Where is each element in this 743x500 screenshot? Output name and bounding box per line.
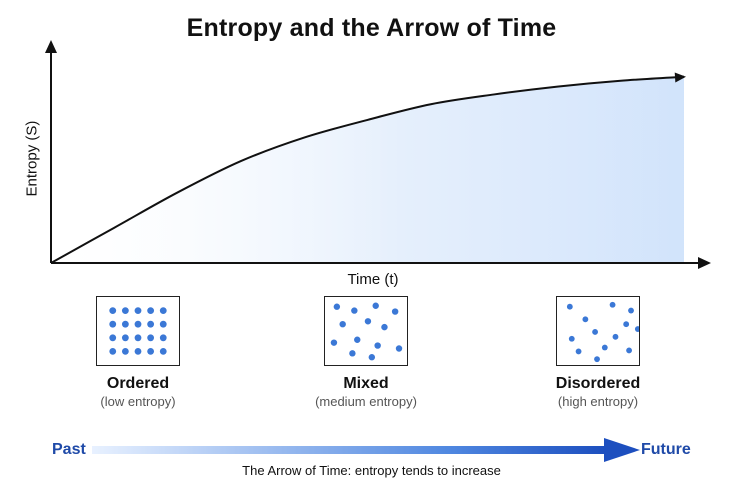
- mixed-particle: [333, 303, 341, 310]
- ordered-particle: [109, 334, 117, 342]
- ordered-particle: [121, 320, 129, 328]
- ordered-particle: [147, 334, 155, 342]
- mixed-particle: [381, 323, 388, 331]
- page-title: Entropy and the Arrow of Time: [186, 14, 557, 42]
- disordered-particle: [609, 301, 616, 308]
- mixed-state: Mixed (medium entropy): [286, 296, 446, 410]
- mixed-particle: [351, 307, 358, 314]
- ordered-particle: [159, 307, 167, 314]
- mixed-particle: [354, 336, 361, 343]
- mixed-particle: [395, 345, 403, 352]
- ordered-state: Ordered (low entropy): [58, 296, 218, 410]
- disordered-particle: [582, 316, 589, 323]
- mixed-particle: [339, 320, 346, 328]
- ordered-particles-box: [96, 296, 180, 366]
- ordered-particle: [159, 334, 167, 342]
- disordered-particle: [626, 347, 632, 354]
- disordered-particles: [566, 301, 639, 363]
- time-arrow: [92, 436, 640, 464]
- ordered-particle: [109, 348, 117, 355]
- ordered-particle: [147, 348, 155, 355]
- disordered-sub-label: (high entropy): [557, 394, 639, 409]
- mixed-particles-box: [324, 296, 408, 366]
- ordered-particles: [109, 307, 167, 355]
- entropy-curve-arrowhead: [674, 72, 686, 83]
- x-axis-arrowhead: [698, 257, 711, 269]
- disordered-particle: [568, 335, 575, 342]
- time-caption: The Arrow of Time: entropy tends to incr…: [242, 463, 501, 478]
- disordered-particle: [575, 348, 582, 355]
- mixed-particle: [364, 318, 372, 325]
- y-axis-arrowhead: [45, 40, 57, 53]
- ordered-sub-label: (low entropy): [100, 394, 176, 409]
- ordered-particle: [121, 334, 129, 342]
- y-axis-label: Entropy (S): [23, 120, 41, 197]
- mixed-label: Mixed: [343, 375, 389, 392]
- disordered-particle: [628, 307, 634, 314]
- x-axis-label: Time (t): [347, 271, 399, 288]
- ordered-particle: [109, 320, 117, 328]
- disordered-particle: [634, 326, 639, 332]
- disordered-particle: [592, 329, 598, 335]
- ordered-particle: [134, 348, 142, 355]
- ordered-particle: [121, 348, 129, 355]
- mixed-particle: [391, 308, 399, 315]
- entropy-curve: [50, 75, 685, 264]
- disordered-label: Disordered: [555, 375, 641, 392]
- disordered-particles-box: [556, 296, 640, 366]
- ordered-particle: [134, 334, 142, 342]
- ordered-particle: [121, 307, 129, 314]
- mixed-particles: [330, 302, 403, 361]
- ordered-particle: [159, 348, 167, 355]
- disordered-particle: [623, 321, 630, 328]
- ordered-particle: [147, 320, 155, 328]
- ordered-particle: [134, 320, 142, 328]
- ordered-particle: [147, 307, 155, 314]
- ordered-particle: [159, 320, 167, 328]
- mixed-particle: [372, 302, 379, 309]
- mixed-particle: [349, 350, 356, 357]
- disordered-state: Disordered (high entropy): [518, 296, 678, 410]
- ordered-label: Ordered: [106, 375, 170, 392]
- mixed-particle: [374, 342, 381, 349]
- past-label: Past: [52, 441, 86, 458]
- mixed-particle: [330, 339, 338, 346]
- entropy-area: [51, 76, 684, 263]
- disordered-particle: [601, 344, 608, 351]
- disordered-particle: [612, 333, 619, 340]
- future-label: Future: [641, 441, 691, 458]
- mixed-particle: [368, 354, 376, 361]
- ordered-particle: [134, 307, 142, 314]
- ordered-particle: [109, 307, 117, 314]
- disordered-particle: [594, 356, 600, 363]
- disordered-particle: [566, 303, 573, 310]
- mixed-sub-label: (medium entropy): [315, 394, 417, 409]
